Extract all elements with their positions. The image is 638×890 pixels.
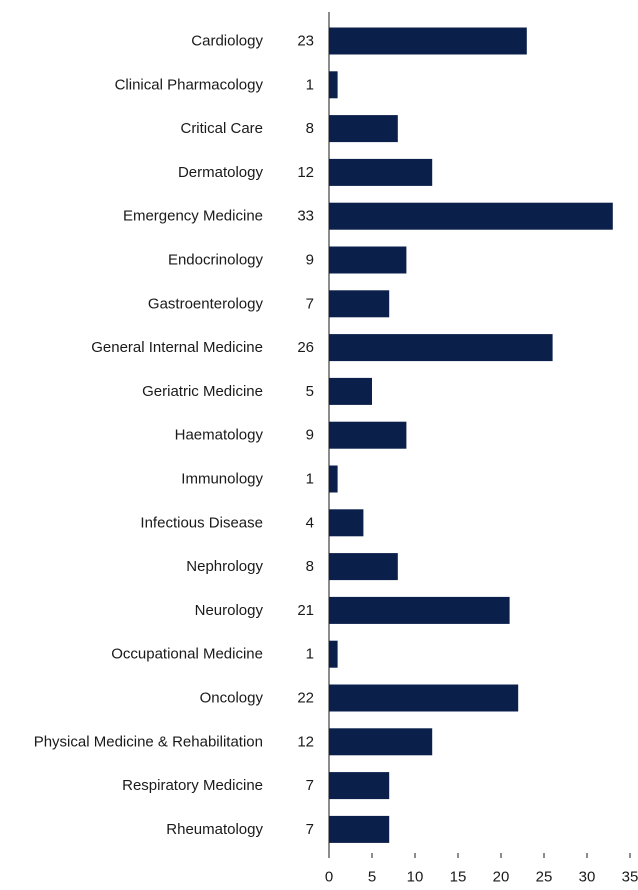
bar	[329, 246, 407, 274]
category-label: Physical Medicine & Rehabilitation	[34, 733, 263, 750]
category-label: General Internal Medicine	[91, 339, 263, 356]
category-label: Infectious Disease	[140, 514, 263, 531]
bar	[329, 509, 364, 537]
bar	[329, 290, 390, 318]
category-label: Geriatric Medicine	[142, 383, 263, 400]
value-label: 9	[306, 427, 314, 444]
bar	[329, 553, 398, 581]
x-tick-label: 30	[579, 869, 596, 886]
category-label: Dermatology	[178, 164, 264, 181]
bar	[329, 772, 390, 800]
x-tick-label: 20	[493, 869, 510, 886]
value-label: 1	[306, 646, 314, 663]
bar	[329, 202, 613, 230]
category-label: Cardiology	[191, 33, 263, 50]
category-label: Nephrology	[186, 558, 263, 575]
value-label: 12	[297, 733, 314, 750]
category-label: Emergency Medicine	[123, 208, 263, 225]
value-label: 33	[297, 208, 314, 225]
category-label: Oncology	[200, 690, 264, 707]
value-label: 5	[306, 383, 314, 400]
x-axis-ticks: 0 5 10 15 20 25 30 35	[325, 853, 638, 886]
bar	[329, 640, 338, 668]
bar	[329, 27, 527, 55]
bar	[329, 465, 338, 493]
category-label: Neurology	[195, 602, 264, 619]
bar	[329, 158, 433, 186]
category-label: Haematology	[175, 427, 264, 444]
value-label: 1	[306, 76, 314, 93]
bar	[329, 115, 398, 143]
x-tick-label: 5	[368, 869, 376, 886]
value-labels: 23 1 8 12 33 9 7 26 5 9 1 4 8 21 1 22 12 7 7	[297, 33, 314, 838]
value-label: 8	[306, 558, 314, 575]
x-tick-label: 35	[622, 869, 638, 886]
bar	[329, 815, 390, 843]
bar	[329, 334, 553, 362]
category-label: Immunology	[181, 471, 263, 488]
value-label: 7	[306, 777, 314, 794]
value-label: 23	[297, 33, 314, 50]
value-label: 7	[306, 821, 314, 838]
category-label: Endocrinology	[168, 252, 264, 269]
category-label: Clinical Pharmacology	[115, 76, 264, 93]
bar	[329, 728, 433, 756]
x-tick-label: 25	[536, 869, 553, 886]
category-labels: Cardiology Clinical Pharmacology Critical …	[34, 33, 264, 838]
bar	[329, 684, 519, 712]
category-label: Rheumatology	[166, 821, 263, 838]
value-label: 21	[297, 602, 314, 619]
value-label: 8	[306, 120, 314, 137]
value-label: 7	[306, 295, 314, 312]
value-label: 26	[297, 339, 314, 356]
category-label: Occupational Medicine	[111, 646, 263, 663]
bar	[329, 596, 510, 624]
value-label: 4	[306, 514, 314, 531]
category-label: Critical Care	[180, 120, 263, 137]
bar	[329, 71, 338, 99]
value-label: 22	[297, 690, 314, 707]
value-label: 12	[297, 164, 314, 181]
bar	[329, 377, 372, 405]
x-tick-label: 15	[450, 869, 467, 886]
bars	[329, 27, 613, 843]
x-tick-label: 0	[325, 869, 333, 886]
category-label: Gastroenterology	[148, 295, 264, 312]
value-label: 9	[306, 252, 314, 269]
value-label: 1	[306, 471, 314, 488]
x-tick-label: 10	[407, 869, 424, 886]
category-label: Respiratory Medicine	[122, 777, 263, 794]
bar	[329, 421, 407, 449]
